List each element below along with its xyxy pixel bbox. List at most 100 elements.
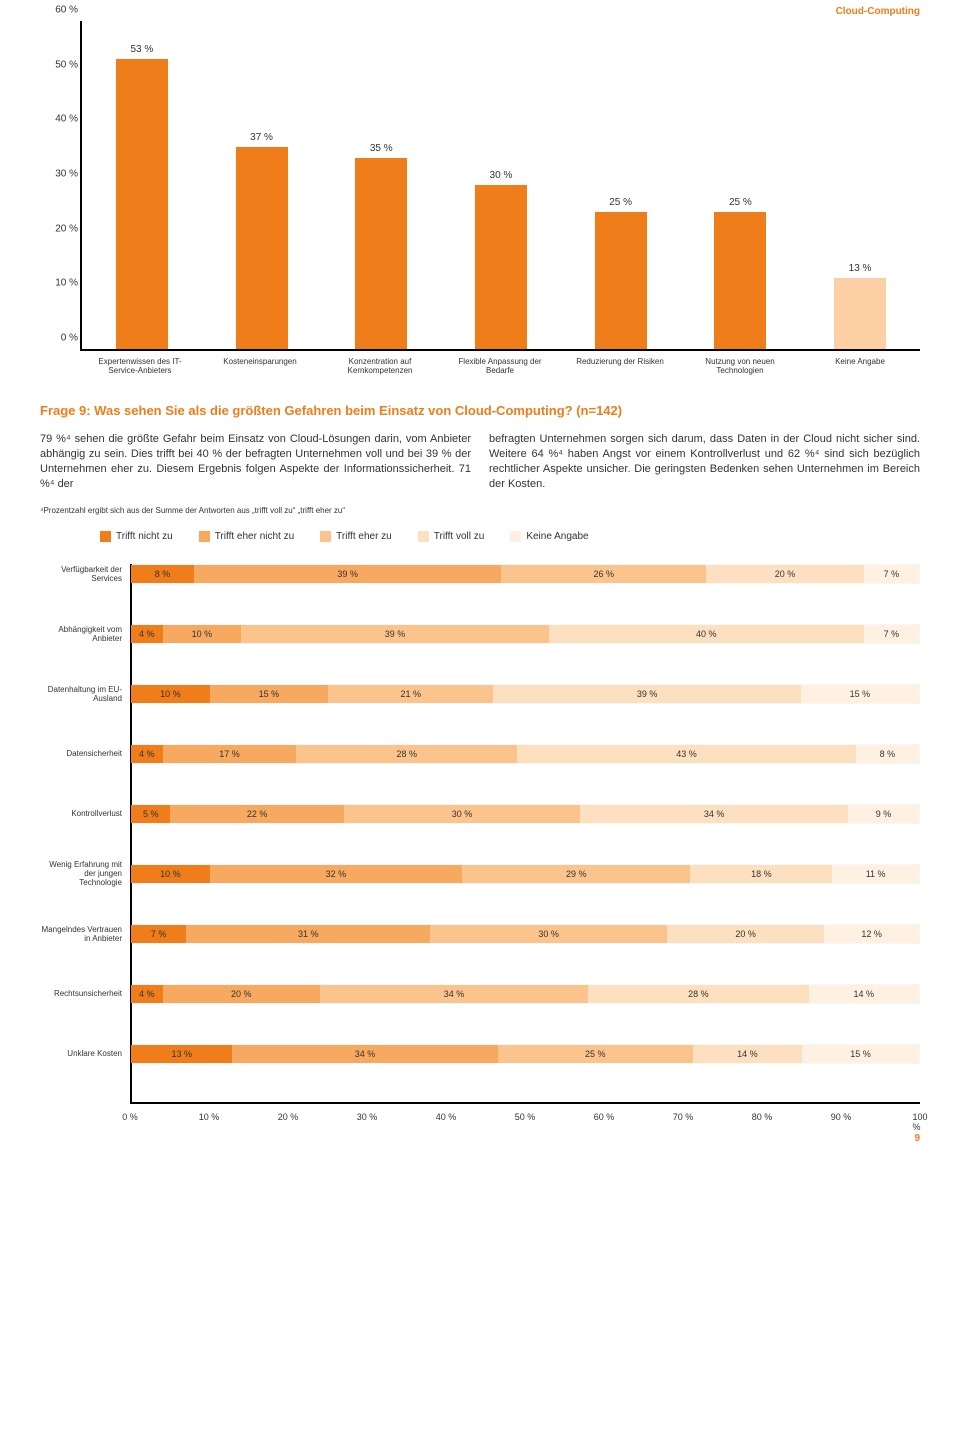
- stacked-segment: 26 %: [501, 565, 706, 583]
- stacked-bar: 4 %20 %34 %28 %14 %: [130, 984, 920, 1004]
- stacked-row-label: Abhängigkeit vom Anbieter: [40, 625, 122, 643]
- stacked-row: Unklare Kosten13 %34 %25 %14 %15 %: [130, 1044, 920, 1064]
- legend-label: Keine Angabe: [526, 531, 588, 542]
- x-tick: 40 %: [436, 1112, 457, 1122]
- bar-col: 35 %: [329, 143, 434, 349]
- stacked-segment: 7 %: [864, 565, 919, 583]
- stacked-bar: 5 %22 %30 %34 %9 %: [130, 804, 920, 824]
- bar-col: 25 %: [688, 197, 793, 349]
- y-tick: 10 %: [42, 278, 78, 289]
- stacked-segment: 10 %: [163, 625, 242, 643]
- stacked-segment: 17 %: [163, 745, 297, 763]
- x-tick: 60 %: [594, 1112, 615, 1122]
- stacked-segment: 40 %: [549, 625, 864, 643]
- stacked-row-label: Daten­sicherheit: [40, 749, 122, 758]
- y-tick: 50 %: [42, 59, 78, 70]
- bar-rect: [355, 158, 407, 349]
- legend: Trifft nicht zuTrifft eher nicht zuTriff…: [100, 531, 920, 542]
- bar-value-label: 35 %: [370, 143, 393, 154]
- x-tick: 10 %: [199, 1112, 220, 1122]
- bar-value-label: 30 %: [490, 170, 513, 181]
- bar-rect: [595, 212, 647, 349]
- stacked-bar: 13 %34 %25 %14 %15 %: [130, 1044, 920, 1064]
- y-tick: 60 %: [42, 5, 78, 16]
- stacked-chart: Verfügbarkeit der Services 8 %39 %26 %20 …: [40, 564, 920, 1128]
- stacked-segment: 34 %: [320, 985, 588, 1003]
- footnote: ⁴Prozentzahl ergibt sich aus der Summe d…: [40, 506, 920, 515]
- x-tick: 0 %: [122, 1112, 138, 1122]
- stacked-segment: 20 %: [706, 565, 864, 583]
- stacked-segment: 28 %: [296, 745, 517, 763]
- stacked-segment: 18 %: [690, 865, 832, 883]
- stacked-segment: 4 %: [131, 745, 163, 763]
- bar-rect: [834, 278, 886, 349]
- bar-rect: [475, 185, 527, 349]
- stacked-segment: 39 %: [493, 685, 800, 703]
- body-col2: befragten Unternehmen sorgen sich darum,…: [489, 432, 920, 491]
- stacked-row-label: Mangelndes Vertrauen in Anbieter: [40, 925, 122, 943]
- x-tick: 50 %: [515, 1112, 536, 1122]
- x-tick: 100 %: [912, 1112, 927, 1132]
- x-tick: 90 %: [831, 1112, 852, 1122]
- x-tick: 20 %: [278, 1112, 299, 1122]
- bar-category-label: Nutzung von neuen Technologien: [688, 357, 793, 375]
- stacked-segment: 39 %: [241, 625, 548, 643]
- stacked-row-label: Rechts­unsicherheit: [40, 989, 122, 998]
- y-tick: 30 %: [42, 169, 78, 180]
- stacked-segment: 22 %: [170, 805, 343, 823]
- stacked-row: Daten­sicherheit4 %17 %28 %43 %8 %: [130, 744, 920, 764]
- bar-value-label: 37 %: [250, 132, 273, 143]
- stacked-row: Datenhaltung im EU-Ausland10 %15 %21 %39…: [130, 684, 920, 704]
- bar-value-label: 25 %: [609, 197, 632, 208]
- legend-swatch: [418, 531, 429, 542]
- bar-chart: 53 %37 %35 %30 %25 %25 %13 % 0 %10 %20 %…: [40, 21, 920, 375]
- stacked-segment: 9 %: [848, 805, 919, 823]
- legend-item: Trifft nicht zu: [100, 531, 173, 542]
- stacked-row-label: Unklare Kosten: [40, 1049, 122, 1058]
- bar-category-label: Flexible Anpassung der Bedarfe: [448, 357, 553, 375]
- stacked-row-label: Datenhaltung im EU-Ausland: [40, 685, 122, 703]
- legend-swatch: [320, 531, 331, 542]
- stacked-segment: 21 %: [328, 685, 493, 703]
- stacked-segment: 29 %: [462, 865, 691, 883]
- legend-label: Trifft eher zu: [336, 531, 392, 542]
- question-heading: Frage 9: Was sehen Sie als die größten G…: [40, 403, 920, 418]
- stacked-segment: 14 %: [693, 1045, 802, 1063]
- bar-category-label: Reduzierung der Risiken: [568, 357, 673, 375]
- x-tick: 30 %: [357, 1112, 378, 1122]
- stacked-bar: 4 %10 %39 %40 %7 %: [130, 624, 920, 644]
- legend-item: Keine Angabe: [510, 531, 588, 542]
- bar-rect: [236, 147, 288, 349]
- stacked-bar: 7 %31 %30 %20 %12 %: [130, 924, 920, 944]
- header-topic: Cloud-Computing: [40, 6, 920, 17]
- page-number: 9: [914, 1133, 920, 1144]
- bar-category-label: Konzentration auf Kernkompe­tenzen: [328, 357, 433, 375]
- stacked-segment: 34 %: [580, 805, 848, 823]
- bar-col: 30 %: [449, 170, 554, 349]
- stacked-segment: 20 %: [163, 985, 321, 1003]
- stacked-segment: 28 %: [588, 985, 809, 1003]
- stacked-row-label: Verfügbarkeit der Services: [40, 565, 122, 583]
- stacked-segment: 30 %: [430, 925, 666, 943]
- stacked-segment: 7 %: [131, 925, 186, 943]
- stacked-bar: 10 %15 %21 %39 %15 %: [130, 684, 920, 704]
- bar-category-label: Expertenwissen des IT-Service-Anbieters: [88, 357, 193, 375]
- x-tick: 80 %: [752, 1112, 773, 1122]
- x-tick: 70 %: [673, 1112, 694, 1122]
- bar-col: 37 %: [209, 132, 314, 349]
- stacked-segment: 10 %: [131, 865, 210, 883]
- stacked-segment: 12 %: [824, 925, 919, 943]
- stacked-bar: 10 %32 %29 %18 %11 %: [130, 864, 920, 884]
- stacked-row: Rechts­unsicherheit4 %20 %34 %28 %14 %: [130, 984, 920, 1004]
- stacked-bar: 8 %39 %26 %20 %7 %: [130, 564, 920, 584]
- bar-col: 53 %: [89, 44, 194, 349]
- stacked-segment: 15 %: [801, 685, 919, 703]
- legend-label: Trifft nicht zu: [116, 531, 173, 542]
- stacked-segment: 34 %: [232, 1045, 497, 1063]
- y-tick: 40 %: [42, 114, 78, 125]
- stacked-segment: 13 %: [131, 1045, 232, 1063]
- y-tick: 20 %: [42, 223, 78, 234]
- stacked-row: Mangelndes Vertrauen in Anbieter7 %31 %3…: [130, 924, 920, 944]
- stacked-row-label: Kontrollverlust: [40, 809, 122, 818]
- stacked-segment: 15 %: [802, 1045, 919, 1063]
